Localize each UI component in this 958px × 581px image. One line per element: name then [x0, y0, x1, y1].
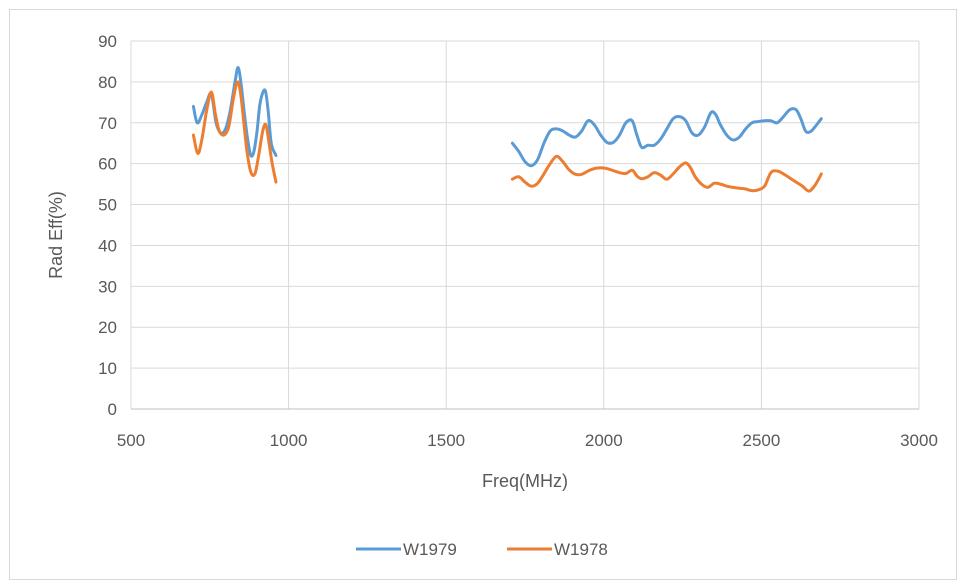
series-line-w1979-band-2: [510, 107, 823, 168]
y-axis-title: Rad Eff(%): [46, 191, 66, 279]
x-tick-label: 2500: [742, 431, 780, 450]
y-tick-label: 50: [98, 196, 117, 215]
series-line-w1978-band-2: [510, 154, 823, 193]
series-line-w1978-band-1: [191, 80, 278, 184]
legend-label-w1978: W1978: [554, 540, 608, 559]
y-tick-label: 30: [98, 277, 117, 296]
x-tick-label: 1500: [427, 431, 465, 450]
y-tick-label: 80: [98, 73, 117, 92]
legend-label-w1979: W1979: [403, 540, 457, 559]
gridlines: [130, 40, 920, 410]
x-tick-label: 500: [117, 431, 145, 450]
y-tick-label: 40: [98, 236, 117, 255]
chart-frame: 0 10 20 30 40 50 60 70 80 90 500 1000 1500 2000 2500 30…: [9, 9, 957, 580]
y-tick-label: 20: [98, 318, 117, 337]
tick-labels: 0 10 20 30 40 50 60 70 80 90 500 1000 1500 2000 2500 30…: [98, 32, 938, 450]
x-tick-label: 3000: [900, 431, 938, 450]
y-tick-label: 0: [108, 400, 117, 419]
y-tick-label: 90: [98, 32, 117, 51]
x-tick-label: 1000: [270, 431, 308, 450]
series-lines: [191, 66, 823, 193]
series-w1978: [191, 80, 823, 193]
y-tick-label: 60: [98, 155, 117, 174]
y-tick-label: 10: [98, 359, 117, 378]
y-tick-label: 70: [98, 114, 117, 133]
legend: W1979 W1978: [356, 540, 608, 559]
line-chart: 0 10 20 30 40 50 60 70 80 90 500 1000 1500 2000 2500 30…: [46, 32, 938, 559]
x-axis-title: Freq(MHz): [482, 471, 568, 491]
x-tick-label: 2000: [585, 431, 623, 450]
